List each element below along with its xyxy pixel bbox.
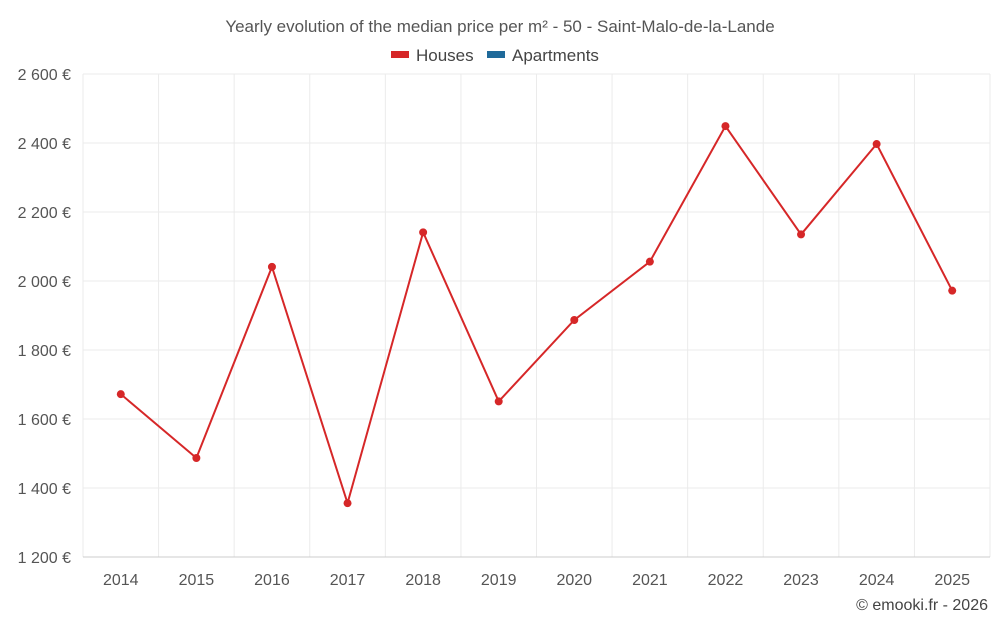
y-tick-label: 1 200 € <box>18 550 71 567</box>
x-gridlines <box>82 74 991 557</box>
series-houses <box>116 122 957 508</box>
data-point-houses-2019[interactable] <box>494 397 503 406</box>
x-tick-label: 2018 <box>405 572 441 589</box>
data-point-houses-2014[interactable] <box>116 390 125 399</box>
legend-swatch-houses <box>391 51 409 58</box>
x-tick-label: 2022 <box>708 572 744 589</box>
legend-swatch-apartments <box>487 51 505 58</box>
y-tick-label: 1 400 € <box>18 481 71 498</box>
series-line-houses <box>120 124 954 507</box>
data-point-houses-2015[interactable] <box>192 453 201 462</box>
y-tick-label: 2 200 € <box>18 205 71 222</box>
data-point-houses-2022[interactable] <box>721 122 730 131</box>
y-tick-label: 2 400 € <box>18 136 71 153</box>
y-tick-label: 2 000 € <box>18 274 71 291</box>
x-tick-label: 2025 <box>934 572 970 589</box>
x-tick-label: 2021 <box>632 572 668 589</box>
legend: Houses Apartments <box>391 46 599 65</box>
data-point-houses-2016[interactable] <box>267 262 276 271</box>
x-tick-label: 2015 <box>179 572 215 589</box>
x-tick-label: 2019 <box>481 572 517 589</box>
data-point-houses-2021[interactable] <box>645 257 654 266</box>
y-tick-label: 1 600 € <box>18 412 71 429</box>
x-tick-labels: 2014 2015 2016 2017 2018 2019 2020 2021 2022 2023… <box>103 572 970 589</box>
data-point-houses-2017[interactable] <box>343 499 352 508</box>
legend-label-houses: Houses <box>416 46 474 65</box>
chart-title: Yearly evolution of the median price per… <box>225 17 774 36</box>
data-point-houses-2023[interactable] <box>797 230 806 239</box>
data-point-houses-2024[interactable] <box>872 140 881 149</box>
y-tick-labels: 1 200 € 1 400 € 1 600 € 1 800 € 2 000 € 2 200… <box>18 67 71 567</box>
y-tick-label: 2 600 € <box>18 67 71 84</box>
legend-item-apartments[interactable]: Apartments <box>487 46 599 65</box>
legend-label-apartments: Apartments <box>512 46 599 65</box>
data-point-houses-2025[interactable] <box>948 286 957 295</box>
x-tick-label: 2020 <box>556 572 592 589</box>
x-tick-label: 2014 <box>103 572 139 589</box>
legend-item-houses[interactable]: Houses <box>391 46 474 65</box>
y-tick-label: 1 800 € <box>18 343 71 360</box>
data-point-houses-2020[interactable] <box>570 315 579 324</box>
x-tick-label: 2023 <box>783 572 819 589</box>
data-point-houses-2018[interactable] <box>419 228 428 237</box>
x-tick-label: 2016 <box>254 572 290 589</box>
credit: © emooki.fr - 2026 <box>856 597 988 614</box>
x-tick-label: 2017 <box>330 572 366 589</box>
x-tick-label: 2024 <box>859 572 895 589</box>
